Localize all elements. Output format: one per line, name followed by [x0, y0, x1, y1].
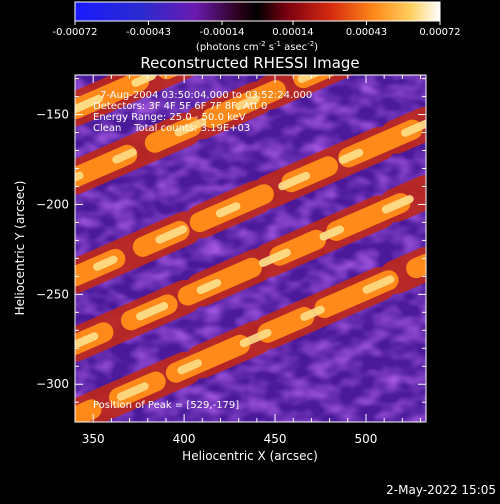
colorbar-tick-label: -0.00043 [126, 27, 171, 38]
colorbar-unit-label: (photons cm-2 s-1 asec-2) [196, 40, 318, 53]
annotation-peak-position: Position of Peak = [529,-179] [93, 400, 239, 411]
y-axis-label: Heliocentric Y (arcsec) [13, 181, 27, 316]
colorbar-gradient [74, 1, 441, 22]
y-tick-label: −300 [36, 377, 69, 391]
plot-frame [74, 74, 427, 423]
colorbar-tick-label: 0.00014 [272, 27, 313, 38]
x-tick-label: 400 [173, 432, 196, 446]
colorbar-tick-label: 0.00043 [346, 27, 387, 38]
colorbar-tick-label: 0.00072 [419, 27, 460, 38]
x-axis: 350 400 450 500 [82, 75, 422, 446]
x-axis-label: Heliocentric X (arcsec) [182, 449, 318, 463]
annotation-total-counts: Clean Total counts: 3.19E+03 [93, 123, 250, 134]
emission-band-core [75, 113, 426, 287]
emission-band-peak [75, 259, 426, 421]
y-axis: −150 −200 −250 −300 [36, 78, 426, 403]
x-tick-label: 450 [264, 432, 287, 446]
colorbar-tick-label: -0.00014 [200, 27, 245, 38]
y-tick-label: −150 [36, 108, 69, 122]
annotation-time-range: 7-Aug-2004 03:50:04.000 to 03:52:24.000 [100, 90, 312, 101]
emission-band-core [75, 182, 426, 355]
colorbar-tick-label: -0.00072 [53, 27, 98, 38]
x-tick-label: 350 [82, 432, 105, 446]
emission-band-peak [75, 75, 321, 182]
colorbar: -0.00072 -0.00043 -0.00014 0.00014 0.00043 0.… [53, 1, 461, 53]
annotation-detectors: Detectors: 3F 4F 5F 6F 7F 8F, Att 0 [93, 101, 267, 112]
y-tick-label: −200 [36, 197, 69, 211]
emission-band-peak [75, 75, 164, 114]
plot-annotations: 7-Aug-2004 03:50:04.000 to 03:52:24.000 … [93, 90, 312, 411]
chart-title: Reconstructed RHESSI Image [140, 54, 359, 72]
footer-timestamp: 2-May-2022 15:05 [386, 483, 496, 497]
y-tick-label: −250 [36, 287, 69, 301]
x-tick-label: 500 [355, 432, 378, 446]
image-plot-area [75, 75, 426, 422]
annotation-energy-range: Energy Range: 25.0 - 50.0 keV [93, 112, 246, 123]
